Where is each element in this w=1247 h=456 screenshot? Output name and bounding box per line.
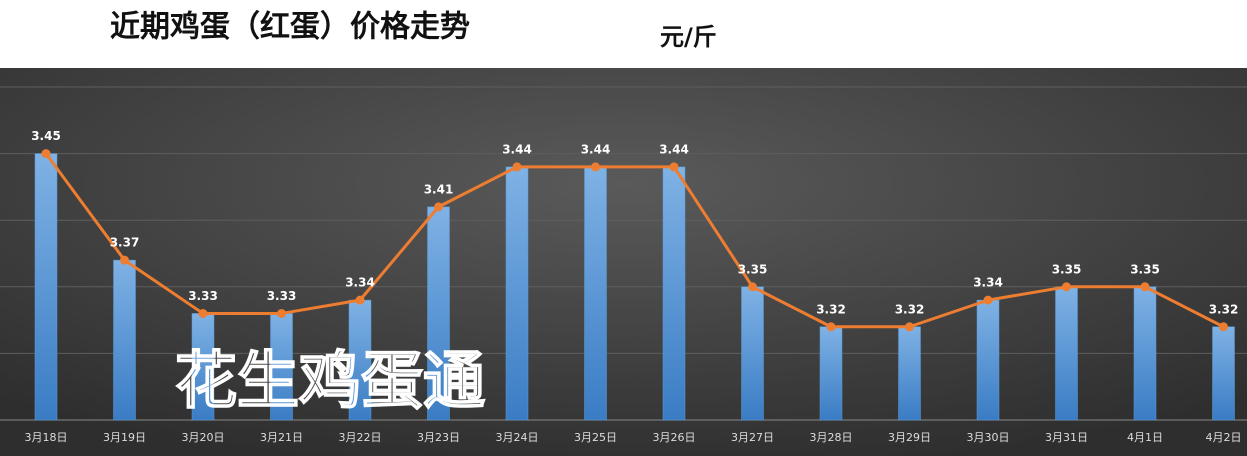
bar xyxy=(34,153,58,421)
line-point xyxy=(512,162,522,172)
line-point xyxy=(355,295,365,305)
line-point xyxy=(748,282,757,292)
data-label: 3.37 xyxy=(110,236,140,250)
x-tick-label: 3月26日 xyxy=(653,431,696,444)
bar xyxy=(1212,326,1235,421)
x-tick-label: 3月20日 xyxy=(182,431,225,444)
data-label: 3.34 xyxy=(345,276,375,290)
data-label: 3.32 xyxy=(816,302,846,316)
unit-label: 元/斤 xyxy=(660,23,717,51)
data-label: 3.44 xyxy=(659,142,689,156)
line-point xyxy=(1140,282,1150,292)
bar xyxy=(1133,286,1157,421)
x-tick-label: 3月28日 xyxy=(810,431,853,444)
line-point xyxy=(198,308,208,318)
x-tick-label: 3月29日 xyxy=(888,431,931,444)
x-tick-label: 3月23日 xyxy=(417,431,460,444)
x-tick-label: 3月27日 xyxy=(731,431,774,444)
x-tick-label: 3月22日 xyxy=(339,431,382,444)
line-point xyxy=(120,255,129,265)
x-tick-label: 4月2日 xyxy=(1206,431,1242,444)
data-label: 3.35 xyxy=(738,262,768,276)
price-line xyxy=(44,152,1225,329)
line-point xyxy=(1219,322,1228,332)
data-label: 3.33 xyxy=(267,289,297,303)
x-tick-label: 3月19日 xyxy=(103,431,146,444)
chart-title: 近期鸡蛋（红蛋）价格走势 xyxy=(110,10,470,45)
bar xyxy=(1055,286,1078,421)
data-label: 3.34 xyxy=(973,276,1003,290)
x-tick-label: 3月25日 xyxy=(574,431,617,444)
data-label: 3.35 xyxy=(1052,262,1082,276)
bar xyxy=(741,286,764,421)
line-point xyxy=(1062,282,1071,292)
data-label: 3.44 xyxy=(502,142,532,156)
line-point xyxy=(669,162,679,172)
marks: 3.45 3月18日 3.37 3月19日 3.33 3月20日 3.33 3月21日 3.34… xyxy=(25,129,1242,444)
bar xyxy=(819,326,843,421)
bar xyxy=(898,326,921,421)
line-point xyxy=(277,308,286,318)
x-tick-label: 3月18日 xyxy=(25,431,68,444)
line-point xyxy=(591,162,600,172)
line-point xyxy=(983,295,993,305)
data-label: 3.35 xyxy=(1130,262,1160,276)
x-tick-label: 3月31日 xyxy=(1045,431,1088,444)
bar xyxy=(584,166,607,421)
data-label: 3.45 xyxy=(31,129,61,143)
x-tick-label: 3月30日 xyxy=(967,431,1010,444)
bar xyxy=(505,166,529,421)
data-label: 3.44 xyxy=(581,142,611,156)
line-point xyxy=(905,322,914,332)
line-point xyxy=(434,202,443,212)
data-label: 3.41 xyxy=(424,182,454,196)
line-point xyxy=(41,149,51,159)
data-label: 3.33 xyxy=(188,289,218,303)
data-label: 3.32 xyxy=(1209,302,1239,316)
bar xyxy=(976,299,1000,421)
line-point xyxy=(826,322,836,332)
watermark: 花生鸡蛋通 xyxy=(175,344,485,417)
data-label: 3.32 xyxy=(895,302,925,316)
bar xyxy=(662,166,686,421)
bar xyxy=(113,259,136,421)
x-tick-label: 3月24日 xyxy=(496,431,539,444)
x-tick-label: 4月1日 xyxy=(1127,431,1163,444)
x-tick-label: 3月21日 xyxy=(260,431,303,444)
